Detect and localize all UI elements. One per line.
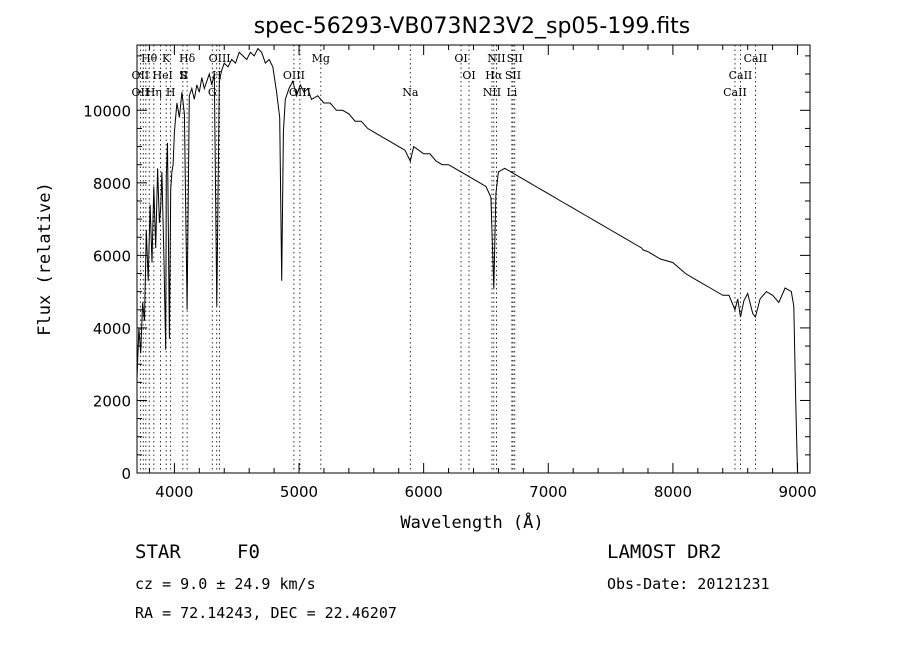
line-marker-label: OIII <box>283 69 305 82</box>
object-class: STAR <box>135 541 181 563</box>
line-marker-label: CaII <box>723 86 747 99</box>
x-tick-label: 5000 <box>280 483 318 501</box>
line-marker-label: II <box>180 69 189 82</box>
line-marker-label: Mg <box>312 52 330 65</box>
line-marker-label: OIII <box>209 52 231 65</box>
redshift-readout: cz = 9.0 ± 24.9 km/s <box>135 575 316 593</box>
line-marker-label: OII <box>132 69 150 82</box>
line-marker-label: He <box>153 69 169 82</box>
line-marker-label: OI <box>454 52 467 65</box>
line-marker-label: CaII <box>744 52 768 65</box>
chart-title: spec-56293-VB073N23V2_sp05-199.fits <box>254 14 691 39</box>
line-marker-label: Na <box>402 86 419 99</box>
survey-name: LAMOST DR2 <box>607 541 722 563</box>
x-tick-label: 8000 <box>654 483 692 501</box>
y-tick-label: 2000 <box>93 392 131 410</box>
line-marker-label: S <box>179 69 187 82</box>
y-tick-label: 10000 <box>83 102 131 120</box>
line-marker-label: Hη <box>146 86 162 99</box>
x-tick-label: 6000 <box>405 483 443 501</box>
line-marker-label: I <box>168 69 172 82</box>
observation-date: Obs-Date: 20121231 <box>607 575 770 593</box>
line-marker-label: OI <box>462 69 475 82</box>
line-marker-label: Hδ <box>179 52 196 65</box>
y-axis-label: Flux (relative) <box>35 182 55 336</box>
x-tick-label: 4000 <box>155 483 193 501</box>
line-marker-label: H <box>212 69 222 82</box>
x-tick-label: 9000 <box>778 483 816 501</box>
line-marker-label: Hθ <box>141 52 158 65</box>
line-marker-label: H <box>166 86 176 99</box>
y-tick-label: 4000 <box>93 320 131 338</box>
x-axis: 4000 5000 6000 7000 8000 9000 <box>148 45 817 501</box>
line-marker-label: NII <box>487 52 505 65</box>
line-marker-label: Hα <box>485 69 503 82</box>
spectrum-series-line <box>136 47 798 474</box>
line-marker-label: G <box>208 86 217 99</box>
y-tick-label: 8000 <box>93 175 131 193</box>
line-marker-label: CaII <box>729 69 753 82</box>
object-subclass: F0 <box>237 541 260 563</box>
line-marker-label: SII <box>507 52 523 65</box>
spectral-line-markers <box>139 45 756 473</box>
y-axis: 0 2000 4000 6000 8000 10000 <box>83 55 810 483</box>
line-marker-label: Li <box>506 86 517 99</box>
line-marker-label: K <box>162 52 171 65</box>
x-axis-label: Wavelength (Å) <box>400 511 543 533</box>
line-marker-label: NII <box>483 86 501 99</box>
y-tick-label: 6000 <box>93 247 131 265</box>
x-tick-label: 7000 <box>529 483 567 501</box>
coordinates-readout: RA = 72.14243, DEC = 22.46207 <box>135 604 397 622</box>
plot-frame <box>136 44 811 474</box>
line-marker-label: SII <box>505 69 521 82</box>
y-tick-label: 0 <box>121 465 131 483</box>
